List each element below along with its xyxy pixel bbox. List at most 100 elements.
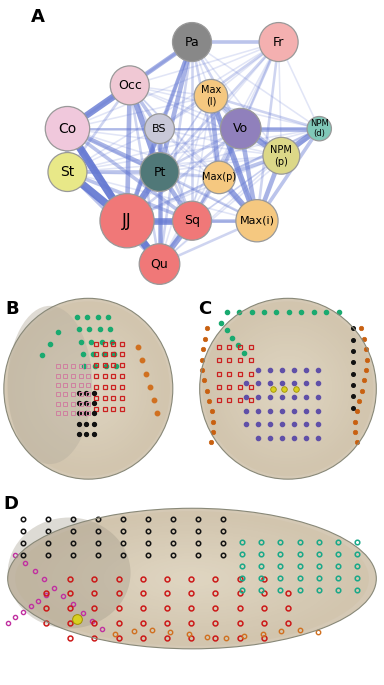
Text: JJ: JJ: [122, 212, 132, 229]
Ellipse shape: [8, 518, 131, 629]
Ellipse shape: [209, 308, 367, 470]
Text: Vo: Vo: [233, 122, 248, 135]
Ellipse shape: [83, 383, 94, 395]
Ellipse shape: [118, 551, 266, 607]
Ellipse shape: [89, 539, 295, 618]
Ellipse shape: [220, 319, 356, 458]
Circle shape: [236, 199, 278, 242]
Ellipse shape: [226, 325, 350, 452]
Ellipse shape: [23, 319, 153, 458]
Text: Pt: Pt: [153, 166, 166, 179]
Ellipse shape: [148, 562, 236, 595]
Circle shape: [172, 201, 212, 240]
Text: NPM
(p): NPM (p): [270, 145, 292, 166]
Ellipse shape: [217, 316, 359, 461]
Ellipse shape: [273, 374, 303, 403]
Ellipse shape: [86, 386, 91, 392]
Ellipse shape: [30, 516, 354, 640]
Ellipse shape: [22, 514, 362, 643]
Ellipse shape: [69, 368, 108, 410]
Ellipse shape: [74, 374, 103, 403]
Ellipse shape: [238, 338, 338, 440]
Ellipse shape: [162, 567, 222, 590]
Ellipse shape: [80, 379, 97, 398]
Ellipse shape: [235, 334, 341, 443]
Ellipse shape: [15, 511, 369, 646]
Circle shape: [220, 108, 261, 149]
Ellipse shape: [258, 359, 318, 419]
Ellipse shape: [205, 304, 371, 473]
Ellipse shape: [276, 377, 300, 401]
Ellipse shape: [185, 575, 199, 582]
Ellipse shape: [170, 570, 214, 587]
Text: D: D: [4, 495, 19, 513]
Text: Max(p): Max(p): [202, 173, 236, 182]
Text: NPM
(d): NPM (d): [310, 119, 329, 138]
Text: Max(i): Max(i): [240, 216, 275, 226]
Circle shape: [172, 23, 212, 62]
Ellipse shape: [253, 353, 323, 425]
Ellipse shape: [247, 347, 329, 431]
Text: C: C: [198, 300, 211, 319]
Ellipse shape: [77, 377, 99, 401]
Ellipse shape: [229, 328, 347, 449]
Ellipse shape: [59, 528, 325, 629]
Ellipse shape: [66, 364, 111, 413]
Ellipse shape: [52, 525, 332, 632]
Text: A: A: [31, 8, 45, 26]
Ellipse shape: [40, 338, 136, 440]
Ellipse shape: [4, 299, 173, 480]
Ellipse shape: [52, 349, 125, 428]
Ellipse shape: [63, 362, 114, 416]
Ellipse shape: [232, 332, 344, 446]
Circle shape: [259, 23, 298, 62]
Circle shape: [263, 138, 300, 174]
Ellipse shape: [256, 356, 320, 422]
Ellipse shape: [21, 316, 156, 461]
Circle shape: [203, 161, 235, 194]
Ellipse shape: [29, 325, 147, 452]
Text: Sq: Sq: [184, 214, 200, 227]
Ellipse shape: [55, 353, 122, 425]
Text: Fr: Fr: [273, 36, 284, 49]
Ellipse shape: [81, 536, 303, 621]
Ellipse shape: [265, 364, 311, 413]
Ellipse shape: [133, 556, 251, 601]
Ellipse shape: [71, 371, 105, 407]
Ellipse shape: [12, 308, 164, 470]
Ellipse shape: [241, 340, 335, 437]
Circle shape: [194, 79, 228, 113]
Circle shape: [48, 153, 87, 192]
Ellipse shape: [141, 559, 243, 598]
Ellipse shape: [74, 534, 310, 623]
Ellipse shape: [155, 564, 229, 593]
Ellipse shape: [111, 547, 273, 610]
Ellipse shape: [8, 508, 376, 649]
Circle shape: [307, 116, 331, 141]
Ellipse shape: [262, 362, 314, 416]
Circle shape: [139, 244, 180, 284]
Ellipse shape: [60, 359, 116, 419]
Text: B: B: [6, 300, 19, 319]
Ellipse shape: [200, 299, 376, 480]
Ellipse shape: [18, 313, 159, 464]
Text: St: St: [60, 165, 74, 179]
Ellipse shape: [10, 304, 167, 473]
Ellipse shape: [49, 347, 128, 431]
Ellipse shape: [282, 383, 294, 395]
Ellipse shape: [104, 545, 280, 612]
Ellipse shape: [267, 368, 309, 410]
Circle shape: [145, 114, 174, 144]
Circle shape: [100, 194, 154, 248]
Ellipse shape: [38, 334, 139, 443]
Text: Pa: Pa: [185, 36, 199, 49]
Ellipse shape: [15, 310, 162, 467]
Ellipse shape: [37, 519, 347, 638]
Ellipse shape: [32, 328, 145, 449]
Ellipse shape: [177, 573, 207, 584]
Circle shape: [45, 106, 89, 151]
Ellipse shape: [244, 343, 332, 434]
Ellipse shape: [57, 356, 119, 422]
Ellipse shape: [126, 553, 258, 604]
Ellipse shape: [285, 386, 291, 392]
